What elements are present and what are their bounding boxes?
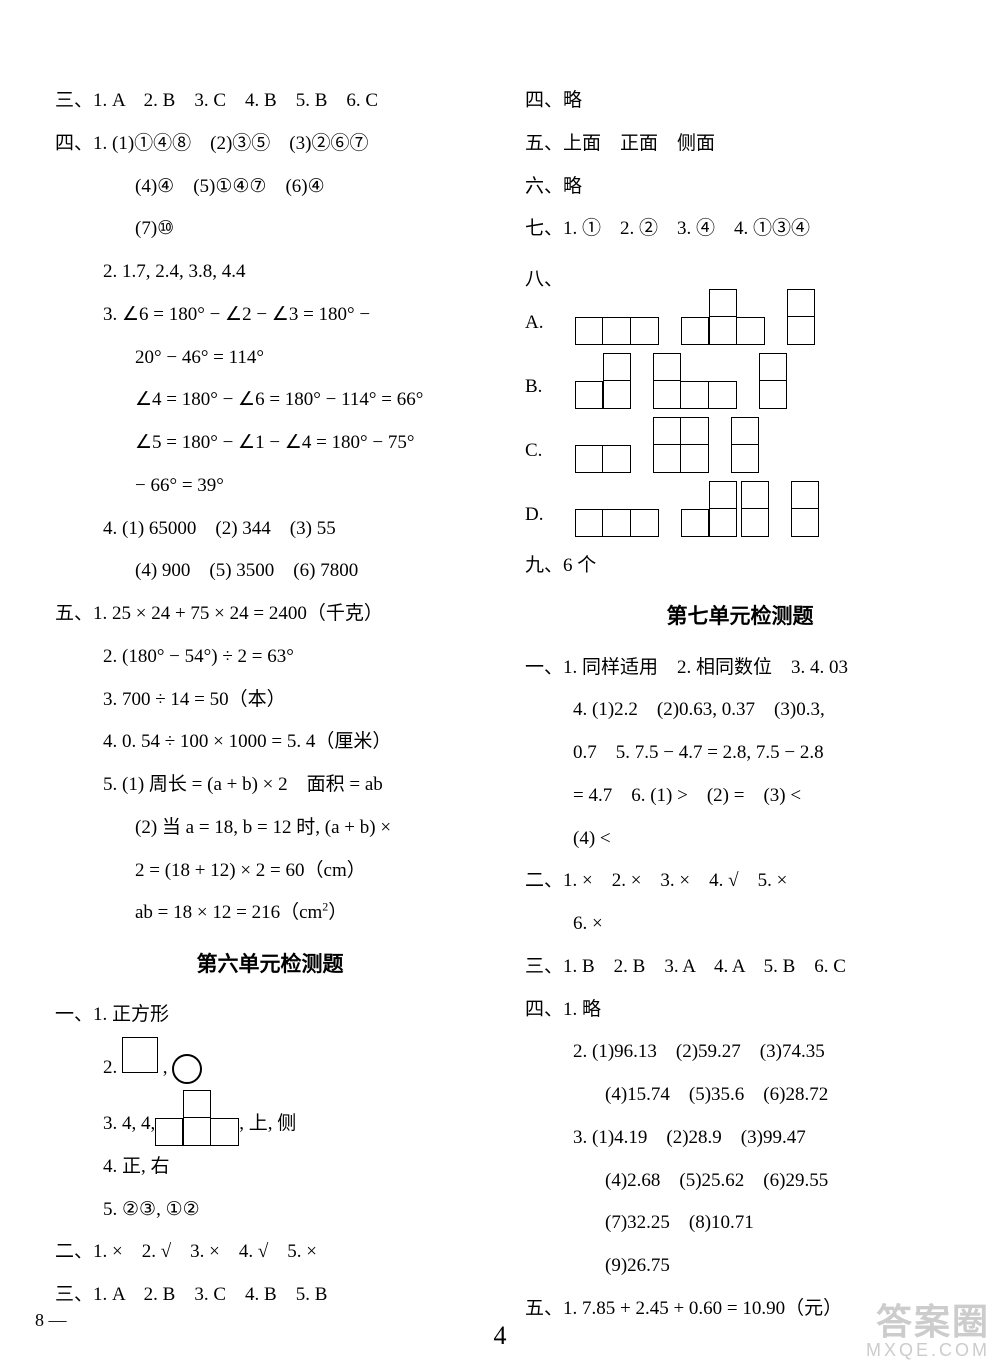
text-line: 4. 0. 54 ÷ 100 × 1000 = 5. 4（厘米） — [55, 721, 485, 764]
label: 3. 4, 4, — [103, 1103, 155, 1146]
shape-D3 — [741, 481, 769, 537]
text-line: 一、1. 正方形 — [55, 994, 485, 1037]
text-line: = 4.7 6. (1) > (2) = (3) < — [525, 775, 955, 818]
shape-B3 — [759, 353, 787, 409]
l-shape-diagram — [155, 1090, 239, 1146]
watermark-title: 答案圈 — [866, 1302, 990, 1342]
page: 三、1. A 2. B 3. C 4. B 5. B 6. C 四、1. (1)… — [0, 0, 1000, 1361]
text-line: 3. (1)4.19 (2)28.9 (3)99.47 — [525, 1117, 955, 1160]
text-line: 4. (1) 65000 (2) 344 (3) 55 — [55, 508, 485, 551]
text-line: 2. (180° − 54°) ÷ 2 = 63° — [55, 636, 485, 679]
text-line: 四、1. (1)①④⑧ (2)③⑤ (3)②⑥⑦ — [55, 123, 485, 166]
text-line: 四、略 — [525, 80, 955, 123]
text-line: (7)⑩ — [55, 208, 485, 251]
text-line: 六、略 — [525, 166, 955, 209]
right-column: 四、略 五、上面 正面 侧面 六、略 七、1. ① 2. ② 3. ④ 4. ①… — [525, 80, 955, 1331]
text-line: 2 = (18 + 12) × 2 = 60（cm） — [55, 850, 485, 893]
text-line: 二、1. × 2. √ 3. × 4. √ 5. × — [55, 1231, 485, 1274]
text-line: 2. (1)96.13 (2)59.27 (3)74.35 — [525, 1031, 955, 1074]
text-line: 九、6 个 — [525, 545, 955, 588]
q2-shapes: 2. , — [55, 1037, 485, 1090]
text-line: 一、1. 同样适用 2. 相同数位 3. 4. 03 — [525, 647, 955, 690]
label-C: C. — [525, 430, 575, 473]
text-line: 三、1. B 2. B 3. A 4. A 5. B 6. C — [525, 946, 955, 989]
square-shape — [122, 1037, 158, 1073]
label: 2. — [103, 1057, 122, 1078]
text-line: 二、1. × 2. × 3. × 4. √ 5. × — [525, 860, 955, 903]
text-line: 三、1. A 2. B 3. C 4. B 5. B — [55, 1274, 485, 1317]
q3-shapes: 3. 4, 4, , 上, 侧 — [55, 1090, 485, 1146]
circle-shape — [172, 1054, 202, 1084]
text-line: 五、上面 正面 侧面 — [525, 123, 955, 166]
shape-D4 — [791, 481, 819, 537]
row-A: 八、A. — [525, 259, 955, 345]
text-line: 3. ∠6 = 180° − ∠2 − ∠3 = 180° − — [55, 294, 485, 337]
row-C: C. — [525, 417, 955, 473]
text-line: 4. (1)2.2 (2)0.63, 0.37 (3)0.3, — [525, 689, 955, 732]
text-line: (2) 当 a = 18, b = 12 时, (a + b) × — [55, 807, 485, 850]
unit7-title: 第七单元检测题 — [525, 593, 955, 640]
text-line: 五、1. 25 × 24 + 75 × 24 = 2400（千克） — [55, 593, 485, 636]
shape-A2 — [681, 289, 765, 345]
row-B: B. — [525, 353, 955, 409]
label-A: 八、A. — [525, 259, 575, 345]
shape-D1 — [575, 509, 659, 537]
text-span: ab = 18 × 12 = 216（cm — [135, 902, 322, 923]
text-line: 6. × — [525, 903, 955, 946]
shape-C2 — [653, 417, 709, 473]
text-line: ∠5 = 180° − ∠1 − ∠4 = 180° − 75° — [55, 422, 485, 465]
row-D: D. — [525, 481, 955, 537]
text-line: (4)2.68 (5)25.62 (6)29.55 — [525, 1160, 955, 1203]
shape-A1 — [575, 317, 659, 345]
shape-D2 — [681, 481, 737, 537]
shape-C1 — [575, 445, 631, 473]
text-line: (4)④ (5)①④⑦ (6)④ — [55, 166, 485, 209]
text-line: ∠4 = 180° − ∠6 = 180° − 114° = 66° — [55, 379, 485, 422]
unit6-title: 第六单元检测题 — [55, 941, 485, 988]
text-line: 七、1. ① 2. ② 3. ④ 4. ①③④ — [525, 208, 955, 251]
text-line: 4. 正, 右 — [55, 1146, 485, 1189]
text-line: 三、1. A 2. B 3. C 4. B 5. B 6. C — [55, 80, 485, 123]
text-line: (7)32.25 (8)10.71 — [525, 1202, 955, 1245]
text-line: 0.7 5. 7.5 − 4.7 = 2.8, 7.5 − 2.8 — [525, 732, 955, 775]
text-span: ） — [328, 902, 347, 923]
text-line: (4)15.74 (5)35.6 (6)28.72 — [525, 1074, 955, 1117]
shape-C3 — [731, 417, 759, 473]
watermark-url: MXQE.COM — [866, 1341, 990, 1361]
text-line: 2. 1.7, 2.4, 3.8, 4.4 — [55, 251, 485, 294]
text-line: 3. 700 ÷ 14 = 50（本） — [55, 679, 485, 722]
page-number: 4 — [494, 1321, 507, 1351]
label: , — [163, 1057, 173, 1078]
text-line: − 66° = 39° — [55, 465, 485, 508]
text-line: (4) < — [525, 818, 955, 861]
text-line: ab = 18 × 12 = 216（cm2） — [55, 892, 485, 935]
text-line: 四、1. 略 — [525, 989, 955, 1032]
question-8-diagrams: 八、A. B. — [525, 259, 955, 537]
shape-A3 — [787, 289, 815, 345]
label-B: B. — [525, 366, 575, 409]
label: , 上, 侧 — [239, 1103, 296, 1146]
text-line: 5. ②③, ①② — [55, 1189, 485, 1232]
text-line: 5. (1) 周长 = (a + b) × 2 面积 = ab — [55, 764, 485, 807]
label-D: D. — [525, 494, 575, 537]
text-line: 20° − 46° = 114° — [55, 337, 485, 380]
shape-B2 — [653, 353, 737, 409]
text-line: (4) 900 (5) 3500 (6) 7800 — [55, 550, 485, 593]
text-line: (9)26.75 — [525, 1245, 955, 1288]
watermark: 答案圈 MXQE.COM — [866, 1302, 990, 1361]
shape-B1 — [575, 353, 631, 409]
left-column: 三、1. A 2. B 3. C 4. B 5. B 6. C 四、1. (1)… — [55, 80, 485, 1331]
corner-page-marker: 8 — — [35, 1310, 67, 1331]
